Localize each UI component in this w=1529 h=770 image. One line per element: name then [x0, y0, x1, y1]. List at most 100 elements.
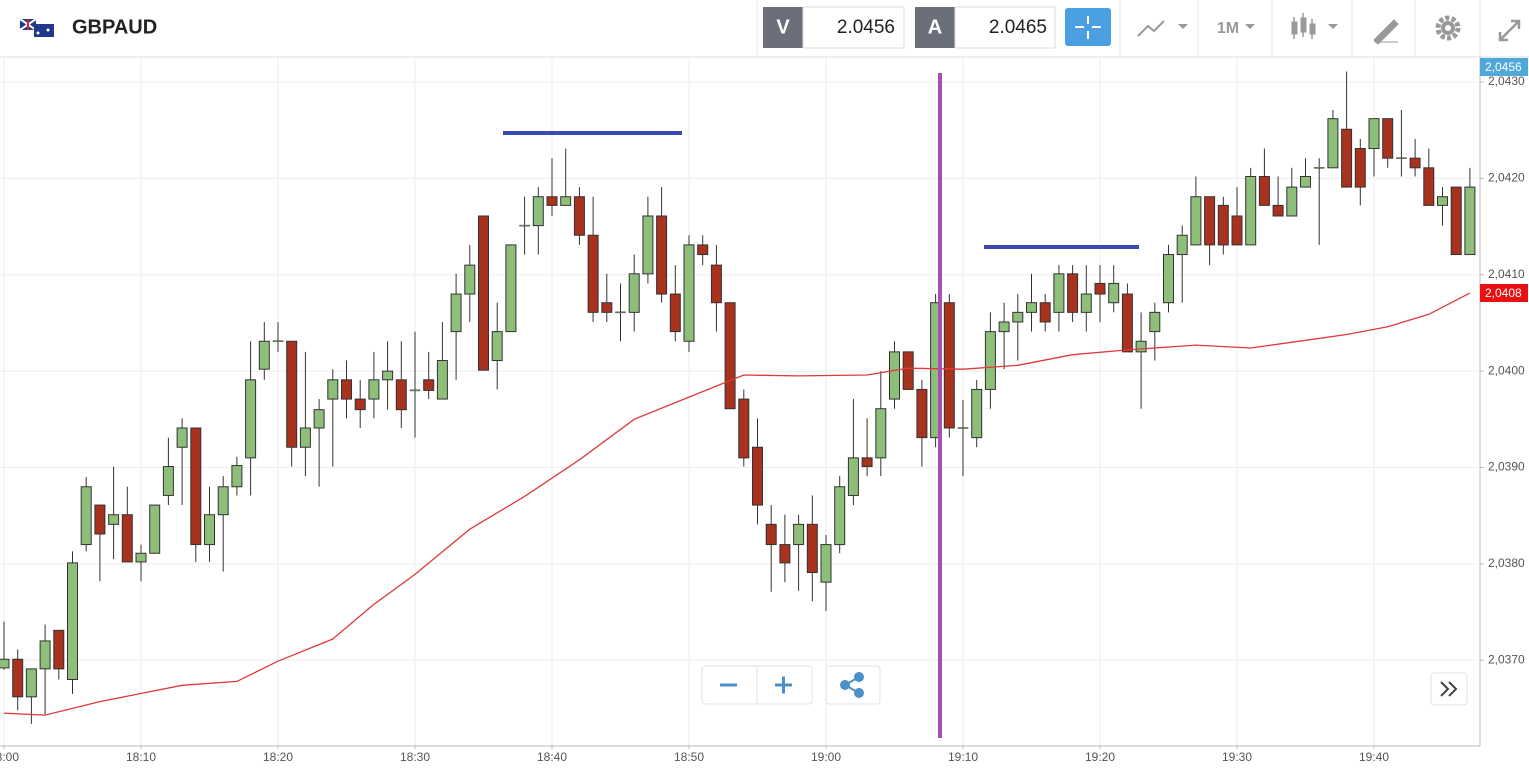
- settings-button[interactable]: [1435, 15, 1461, 41]
- candle-body: [505, 244, 517, 333]
- buy-button[interactable]: [915, 7, 955, 48]
- x-tick-label: 19:10: [948, 750, 978, 764]
- price-tag-label: 2,0456: [1485, 60, 1522, 74]
- zoom-in-button[interactable]: [775, 676, 792, 694]
- x-tick-label: 19:00: [811, 750, 841, 764]
- share-button[interactable]: [840, 672, 864, 698]
- candle-body: [1080, 293, 1092, 313]
- candle-body: [834, 486, 846, 546]
- plot: [0, 71, 1476, 724]
- price-tag-label: 2,0408: [1485, 286, 1522, 300]
- candle-body: [1300, 175, 1311, 188]
- scroll-right-button[interactable]: [1430, 672, 1468, 706]
- candle-body: [560, 196, 572, 206]
- candle-body: [149, 504, 161, 554]
- candle-body: [464, 264, 476, 295]
- candle-body: [1176, 234, 1188, 256]
- candle-body: [313, 409, 325, 429]
- candle-body: [1108, 282, 1120, 304]
- candle-body: [1026, 302, 1037, 313]
- candle-body: [573, 196, 585, 236]
- zoom-controls: [701, 665, 881, 705]
- sell-price-box[interactable]: [802, 6, 905, 49]
- candle-body: [1464, 186, 1476, 256]
- x-tick-label: 19:40: [1359, 750, 1389, 764]
- timeframe[interactable]: 1M: [1217, 20, 1239, 37]
- candle-style-button[interactable]: [1291, 13, 1338, 39]
- candle-body: [341, 379, 352, 400]
- candle-body: [94, 504, 106, 535]
- candle-body: [258, 340, 270, 370]
- expand-button[interactable]: [1498, 19, 1521, 42]
- flag-icon: [19, 18, 54, 37]
- y-tick-label: 2,0380: [1488, 556, 1525, 570]
- symbol: GBPAUD: [72, 16, 157, 38]
- candle-body: [1354, 148, 1366, 188]
- y-tick-label: 2,0410: [1488, 267, 1525, 281]
- candle-body: [190, 427, 202, 546]
- x-tick-label: 18:10: [126, 750, 156, 764]
- candle-body: [327, 379, 339, 400]
- candle-body: [793, 523, 805, 546]
- candle-body: [382, 370, 394, 381]
- candle-body: [25, 668, 37, 698]
- candle-body: [519, 224, 530, 227]
- timeframe-caret[interactable]: [1245, 24, 1255, 29]
- y-tick-label: 2,0390: [1488, 460, 1525, 474]
- candle-body: [861, 457, 873, 468]
- y-tick-label: 2,0370: [1488, 652, 1525, 666]
- candle-body: [1450, 186, 1462, 256]
- crosshair-button[interactable]: [1065, 8, 1111, 46]
- candle-body: [368, 379, 380, 400]
- candle-body: [1396, 157, 1407, 159]
- buy-price[interactable]: 2.0465: [989, 17, 1047, 38]
- candle-body: [1368, 118, 1380, 150]
- candle-body: [820, 544, 832, 583]
- candle-body: [1163, 254, 1174, 304]
- candle-body: [53, 629, 65, 670]
- y-tick-label: 2,0430: [1488, 74, 1525, 88]
- buy-label[interactable]: A: [928, 16, 942, 38]
- draw-tool-button[interactable]: [1373, 19, 1399, 45]
- candle-body: [1190, 196, 1202, 246]
- candle-body: [1409, 157, 1421, 169]
- candle-body: [1313, 167, 1325, 169]
- candle-body: [710, 264, 722, 304]
- price-tag: [1480, 284, 1528, 302]
- buy-price-box[interactable]: [954, 6, 1056, 49]
- x-tick-label: 18:50: [674, 750, 704, 764]
- candle-body: [683, 244, 695, 342]
- sell-price[interactable]: 2.0456: [837, 17, 895, 38]
- candle-body: [409, 389, 421, 392]
- chart-type-button[interactable]: [1137, 20, 1188, 37]
- candle-body: [984, 331, 996, 390]
- sell-label[interactable]: V: [776, 16, 790, 38]
- candle-body: [491, 331, 503, 362]
- candle-body: [916, 388, 928, 439]
- candle-body: [1272, 204, 1284, 217]
- candle-body: [532, 196, 544, 227]
- candle-body: [1423, 167, 1435, 206]
- candle-body: [1231, 215, 1243, 246]
- candle-body: [245, 379, 257, 459]
- sell-button[interactable]: [763, 7, 803, 48]
- candle-body: [601, 302, 613, 313]
- candle-body: [628, 273, 640, 313]
- candle-body: [299, 427, 311, 448]
- candle-body: [395, 379, 407, 411]
- candle-body: [1217, 204, 1229, 246]
- grid: [0, 57, 1484, 749]
- candle-body: [162, 466, 174, 496]
- y-tick-label: 2,0420: [1488, 171, 1525, 185]
- candle-body: [765, 523, 777, 546]
- candle-body: [1341, 128, 1353, 188]
- candle-body: [546, 196, 558, 206]
- x-tick-label: 18:40: [537, 750, 567, 764]
- candle-body: [1204, 196, 1216, 246]
- y-tick-label: 2,0400: [1488, 363, 1525, 377]
- candle-body: [217, 486, 229, 516]
- candle-body: [998, 321, 1010, 333]
- candle-body: [272, 340, 284, 343]
- candle-body: [902, 351, 914, 390]
